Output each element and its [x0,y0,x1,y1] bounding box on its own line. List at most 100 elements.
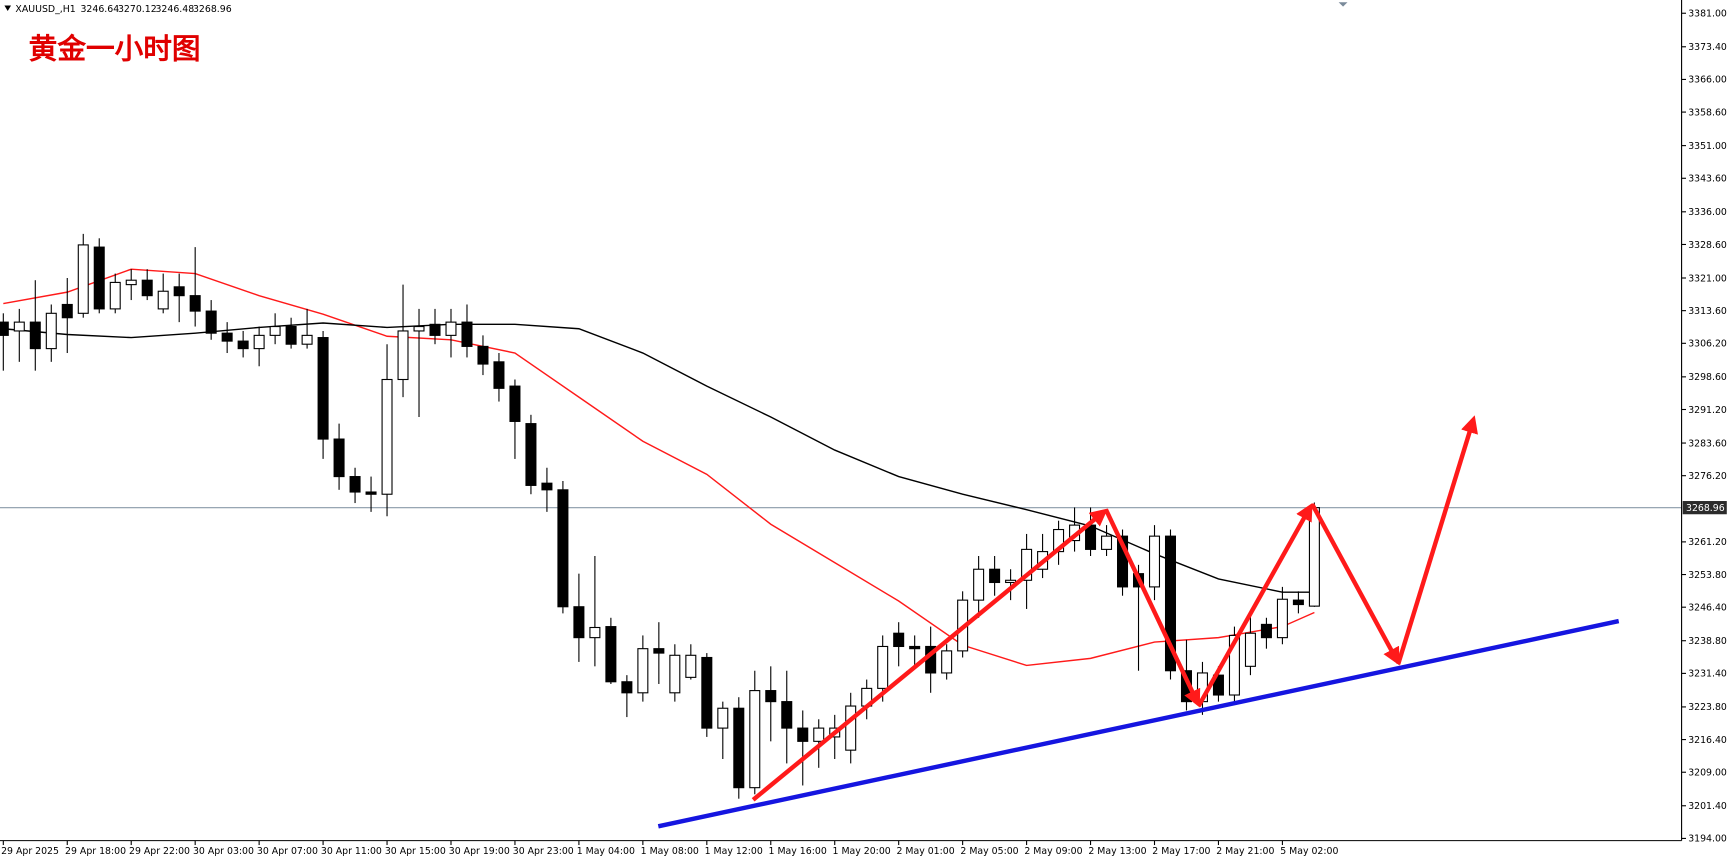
candle-body [141,279,153,297]
candle-body [365,491,377,495]
candle-body [205,310,217,334]
y-tick-label: 3358.60 [1688,107,1727,118]
header-low: 3246.48 [155,4,194,15]
candle-body [573,606,585,639]
candle-body [301,334,313,345]
header-close: 3268.96 [193,4,232,15]
y-tick-label: 3321.00 [1688,273,1727,284]
candle-body [765,690,777,703]
y-tick-label: 3238.80 [1688,636,1727,647]
y-tick-label: 3313.60 [1688,306,1727,317]
current-price-label: 3268.96 [1686,503,1725,514]
x-tick-label: 29 Apr 2025 [1,846,59,857]
candle-body [1085,524,1097,550]
candle-body [109,281,121,310]
candle-body [989,568,1001,584]
candle-body [173,286,185,297]
candle-body [637,648,649,694]
candle-body [285,325,297,345]
header-high: 3270.12 [118,4,157,15]
candle-body [381,378,393,495]
candle-body [1117,535,1129,588]
candle-body [1244,632,1256,667]
candle-body [941,650,953,674]
y-tick-label: 3253.80 [1688,570,1727,581]
symbol-menu-icon[interactable] [4,5,12,12]
candle-body [621,681,633,694]
candle-body [605,626,617,683]
y-tick-label: 3381.00 [1688,9,1727,20]
x-tick-label: 1 May 04:00 [577,846,635,857]
y-tick-label: 3261.20 [1688,537,1727,548]
candle-body [429,323,441,336]
x-tick-label: 1 May 20:00 [833,846,891,857]
annotations [657,415,1620,829]
x-tick-label: 2 May 21:00 [1216,846,1274,857]
x-tick-label: 2 May 05:00 [960,846,1018,857]
candle-body [397,330,409,381]
x-tick-label: 29 Apr 18:00 [65,846,126,857]
candle-body [509,385,521,422]
candle-body [1260,623,1272,639]
candle-body [221,332,233,342]
y-tick-label: 3283.60 [1688,438,1727,449]
candle-body [125,279,137,286]
down-arrow [1103,508,1201,708]
candle-body [253,334,265,350]
y-tick-label: 3194.00 [1688,834,1727,845]
candle-body [813,727,825,742]
candle-body [13,321,25,332]
candle-body [701,656,713,729]
current-price-tag [1682,501,1727,515]
y-tick-label: 3216.40 [1688,735,1727,746]
support-trendline [657,618,1620,829]
candle-body [653,648,665,654]
candle-body [77,244,89,314]
moving-average [3,268,1315,667]
x-tick-label: 1 May 08:00 [641,846,699,857]
candle-body [909,645,921,650]
y-tick-label: 3351.00 [1688,141,1727,152]
down-arrow [1310,503,1400,666]
x-tick-label: 30 Apr 11:00 [321,846,382,857]
candle-body [797,727,809,742]
x-tick-label: 2 May 17:00 [1152,846,1210,857]
candle-body [1228,634,1240,696]
x-tick-label: 30 Apr 23:00 [513,846,574,857]
candle-body [589,626,601,639]
x-tick-label: 30 Apr 07:00 [257,846,318,857]
up-arrow [1196,502,1313,708]
candle-body [1308,507,1320,607]
x-tick-label: 1 May 16:00 [769,846,827,857]
candle-body [541,482,553,491]
x-tick-label: 2 May 01:00 [896,846,954,857]
y-tick-label: 3366.00 [1688,75,1727,86]
candle-body [0,321,9,336]
candle-body [557,489,569,608]
x-tick-label: 2 May 13:00 [1088,846,1146,857]
y-tick-label: 3373.40 [1688,42,1727,53]
candle-body [1164,535,1177,672]
x-tick-label: 29 Apr 22:00 [129,846,190,857]
shift-marker [1338,2,1348,7]
candle-body [349,476,361,493]
y-tick-label: 3276.20 [1688,471,1727,482]
y-tick-label: 3223.80 [1688,702,1727,713]
up-arrow [751,508,1108,802]
candle-body [189,295,201,312]
candle-body [669,654,681,694]
x-tick-label: 30 Apr 03:00 [193,846,254,857]
y-tick-label: 3209.00 [1688,768,1727,779]
x-tick-label: 30 Apr 15:00 [385,846,446,857]
candle-body [973,568,985,601]
header-open: 3246.64 [80,4,119,15]
candle-body [29,321,41,350]
candle-body [717,707,729,729]
candle-body [461,321,473,347]
candle-body [733,707,745,789]
candle-body [93,246,105,310]
y-tick-label: 3306.20 [1688,339,1727,350]
